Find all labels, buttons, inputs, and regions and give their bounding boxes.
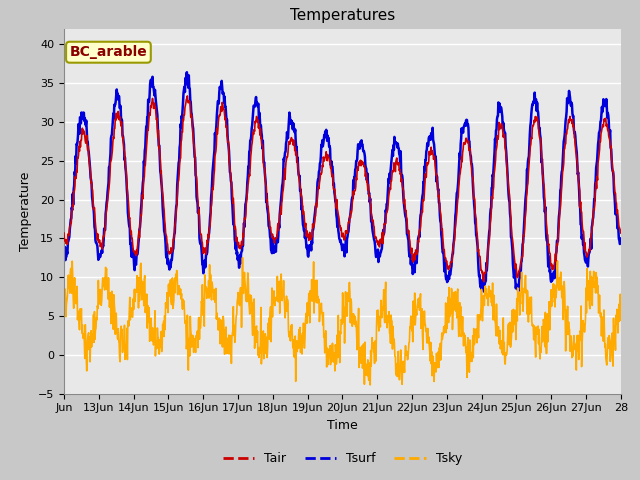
Title: Temperatures: Temperatures — [290, 9, 395, 24]
X-axis label: Time: Time — [327, 419, 358, 432]
Text: BC_arable: BC_arable — [70, 45, 147, 59]
Legend: Tair, Tsurf, Tsky: Tair, Tsurf, Tsky — [218, 447, 467, 470]
Y-axis label: Temperature: Temperature — [19, 171, 33, 251]
